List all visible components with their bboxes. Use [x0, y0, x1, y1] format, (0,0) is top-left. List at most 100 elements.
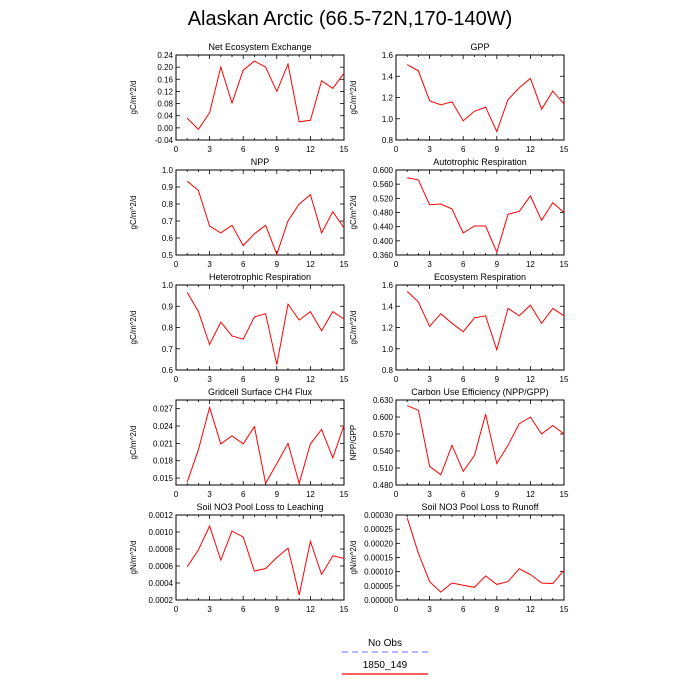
- panel-9-ytick-label: 0.0006: [149, 562, 174, 571]
- panel-10-title: Soil NO3 Pool Loss to Runoff: [421, 502, 539, 512]
- panel-1-ytick-label: 0.20: [157, 63, 173, 72]
- panel-6-ytick-label: 1.0: [382, 345, 394, 354]
- panel-1-xtick-label: 6: [241, 145, 246, 154]
- panel-9-ylabel: gN/m^2/d: [129, 541, 138, 575]
- panel-10-ytick-label: 0.00020: [364, 539, 393, 548]
- panel-9-ytick-label: 0.0004: [149, 579, 174, 588]
- panel-6-xtick-label: 3: [427, 375, 432, 384]
- panel-2-xtick-label: 0: [394, 145, 399, 154]
- panel-10-ytick-label: 0.00030: [364, 511, 393, 520]
- panel-2-xtick-label: 9: [495, 145, 500, 154]
- panel-6-xtick-label: 12: [526, 375, 535, 384]
- panel-2-title: GPP: [470, 42, 490, 52]
- panel-9-xtick-label: 3: [207, 605, 212, 614]
- panel-2-ytick-label: 0.8: [382, 136, 394, 145]
- panel-8-xtick-label: 0: [394, 490, 399, 499]
- panel-10-xtick-label: 6: [461, 605, 466, 614]
- panel-1-ytick-label: 0.24: [157, 51, 173, 60]
- panel-1-ylabel: gC/m^2/d: [129, 81, 138, 115]
- panel-4-ylabel: gC/m^2/d: [349, 196, 358, 230]
- panel-1-xtick-label: 9: [275, 145, 280, 154]
- panel-2-series-line: [406, 64, 565, 133]
- panel-1-xtick-label: 15: [340, 145, 349, 154]
- panel-1-title: Net Ecosystem Exchange: [208, 42, 312, 52]
- panel-9-series-line: [186, 524, 345, 596]
- panel-7-xtick-label: 9: [275, 490, 280, 499]
- panel-5-title: Heterotrophic Respiration: [208, 272, 312, 282]
- panel-2-ytick-label: 1.4: [382, 72, 394, 81]
- panel-1-xtick-label: 12: [306, 145, 315, 154]
- panel-1-ytick-label: 0.00: [157, 124, 173, 133]
- panel-7-title: Gridcell Surface CH4 Flux: [207, 387, 313, 397]
- panel-10-ytick-label: 0.00025: [364, 525, 393, 534]
- legend-label-no-obs: No Obs: [368, 638, 402, 649]
- panel-10-ytick-label: 0.00010: [364, 568, 393, 577]
- panel-3-ytick-label: 0.7: [162, 217, 174, 226]
- panel-3-ytick-label: 0.5: [162, 251, 174, 260]
- panel-8-ylabel: NPP/GPP: [349, 425, 358, 461]
- panel-6-ytick-label: 1.4: [382, 302, 394, 311]
- panel-2-ytick-label: 1.6: [382, 51, 394, 60]
- panel-10-xtick-label: 0: [394, 605, 399, 614]
- panel-9-xtick-label: 6: [241, 605, 246, 614]
- panel-6-title: Ecosystem Respiration: [433, 272, 527, 282]
- panel-9-xtick-label: 15: [340, 605, 349, 614]
- panel-9-xtick-label: 12: [306, 605, 315, 614]
- panel-3-ytick-label: 0.6: [162, 234, 174, 243]
- panel-5-xtick-label: 9: [275, 375, 280, 384]
- panel-1-ytick-label: 0.12: [157, 87, 173, 96]
- panel-5-ytick-label: 0.6: [162, 366, 174, 375]
- panel-7-xtick-label: 0: [174, 490, 179, 499]
- panel-9-xtick-label: 9: [275, 605, 280, 614]
- panel-5-xtick-label: 3: [207, 375, 212, 384]
- panel-5-ytick-label: 0.9: [162, 302, 174, 311]
- panel-7-ytick-label: 0.015: [153, 474, 174, 483]
- panel-9-ytick-label: 0.0002: [149, 596, 174, 605]
- panel-1-series-line: [186, 60, 345, 131]
- panel-5-frame: [175, 284, 345, 371]
- panel-4-ytick-label: 0.440: [373, 223, 394, 232]
- panel-3-xtick-label: 3: [207, 260, 212, 269]
- panel-10-ylabel: gN/m^2/d: [349, 541, 358, 575]
- panel-6-series-line: [406, 291, 565, 352]
- panel-2-xtick-label: 15: [560, 145, 569, 154]
- panel-10-frame: [395, 514, 565, 601]
- panel-3-xtick-label: 6: [241, 260, 246, 269]
- panel-7-ytick-label: 0.024: [153, 422, 174, 431]
- panel-8-xtick-label: 6: [461, 490, 466, 499]
- panel-1-ytick-label: 0.04: [157, 112, 173, 121]
- panel-3-xtick-label: 15: [340, 260, 349, 269]
- panel-9-title: Soil NO3 Pool Loss to Leaching: [196, 502, 324, 512]
- panel-4-xtick-label: 9: [495, 260, 500, 269]
- panel-3-series-line: [186, 180, 345, 256]
- panel-8-xtick-label: 12: [526, 490, 535, 499]
- panel-1-xtick-label: 3: [207, 145, 212, 154]
- panel-7-xtick-label: 15: [340, 490, 349, 499]
- panel-2-ylabel: gC/m^2/d: [349, 81, 358, 115]
- panel-10-xtick-label: 12: [526, 605, 535, 614]
- panel-8-ytick-label: 0.510: [373, 464, 394, 473]
- panel-5-ytick-label: 1.0: [162, 281, 174, 290]
- panel-8-ytick-label: 0.480: [373, 481, 394, 490]
- panel-4-ytick-label: 0.520: [373, 194, 394, 203]
- panel-5-xtick-label: 6: [241, 375, 246, 384]
- panel-4-xtick-label: 12: [526, 260, 535, 269]
- panel-8-ytick-label: 0.600: [373, 413, 394, 422]
- panel-10-ytick-label: 0.00005: [364, 582, 393, 591]
- panel-5-series-line: [186, 292, 345, 365]
- panel-5-xtick-label: 15: [340, 375, 349, 384]
- panel-9-ytick-label: 0.0010: [149, 528, 174, 537]
- panel-6-ytick-label: 1.6: [382, 281, 394, 290]
- panel-2-xtick-label: 6: [461, 145, 466, 154]
- panel-6-xtick-label: 0: [394, 375, 399, 384]
- panel-8-ytick-label: 0.630: [373, 396, 394, 405]
- panel-4-xtick-label: 6: [461, 260, 466, 269]
- panel-8-ytick-label: 0.540: [373, 447, 394, 456]
- panel-7-ylabel: gC/m^2/d: [129, 426, 138, 460]
- panel-2-ytick-label: 1.2: [382, 94, 394, 103]
- panel-5-ytick-label: 0.8: [162, 324, 174, 333]
- panel-7-ytick-label: 0.027: [153, 405, 174, 414]
- panel-2-xtick-label: 12: [526, 145, 535, 154]
